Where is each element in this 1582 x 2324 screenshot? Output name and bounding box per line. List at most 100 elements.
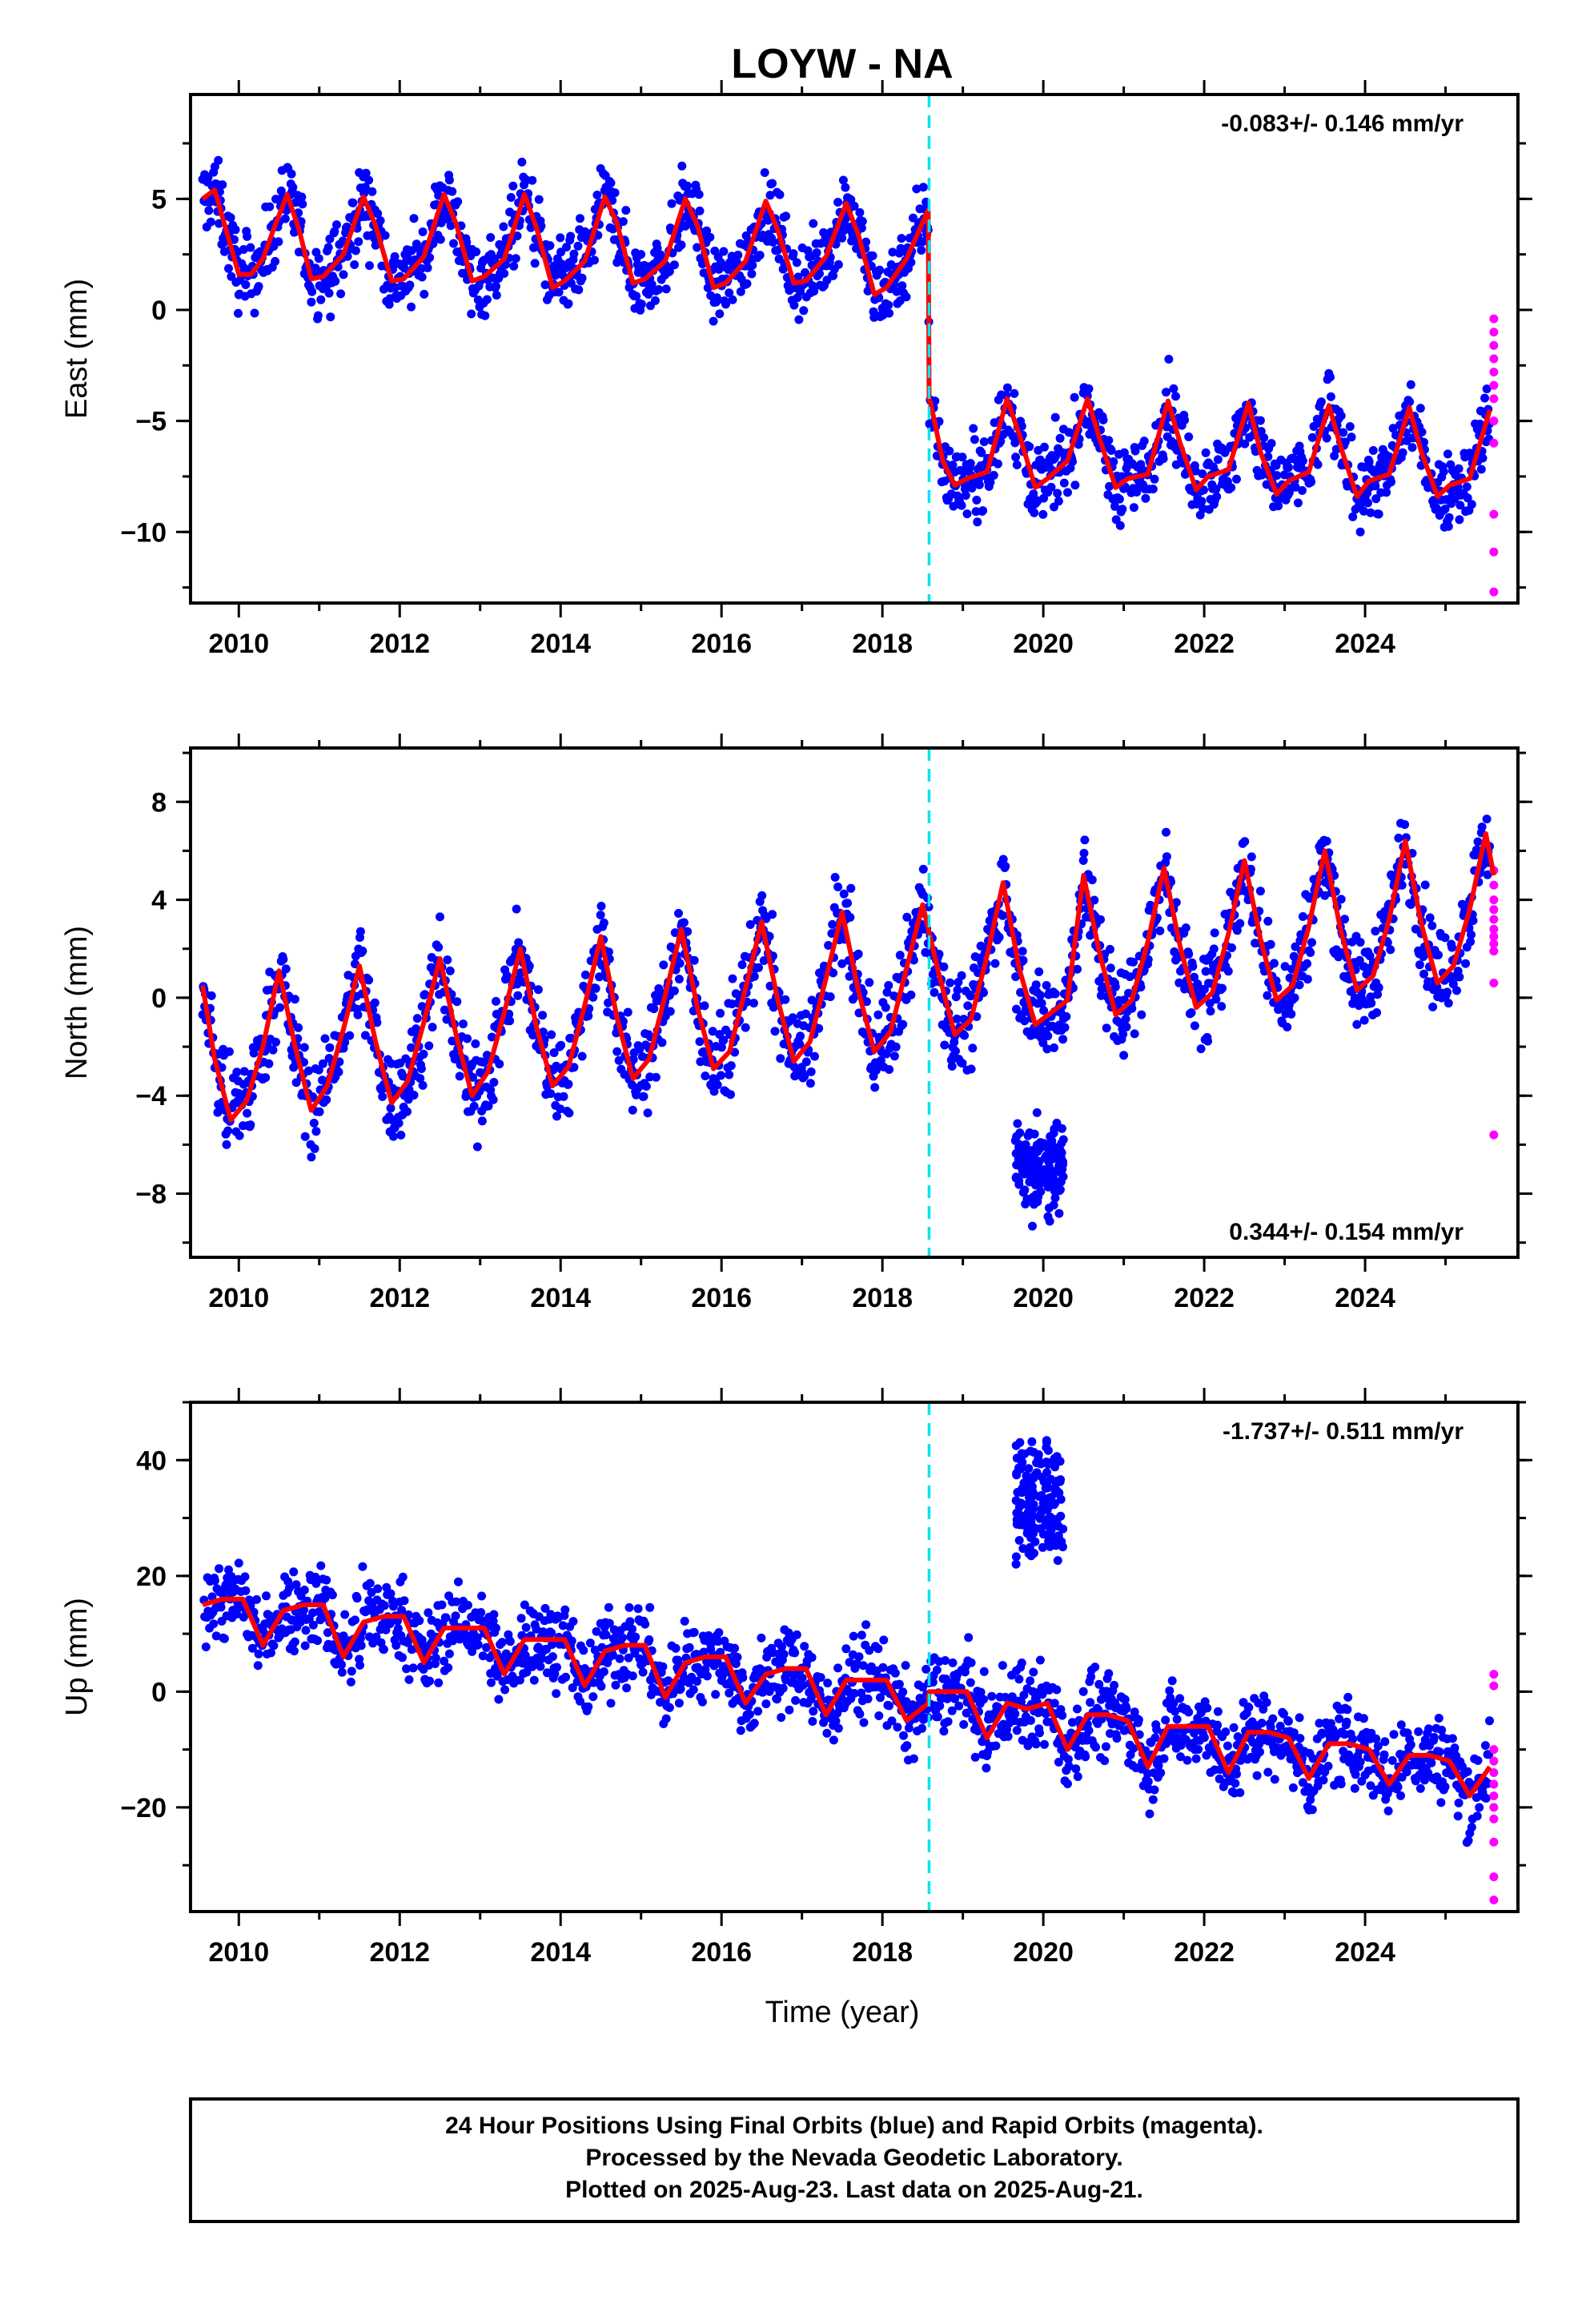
final-point [279,955,288,964]
final-point [1049,1200,1058,1210]
final-point [943,1717,953,1727]
final-point [214,155,223,165]
final-point [345,1031,355,1040]
x-tick-label: 2018 [852,1283,913,1313]
final-point [268,1045,278,1055]
x-tick-label: 2020 [1013,629,1074,659]
final-point [1477,822,1487,832]
final-point [254,1649,263,1659]
final-point [1272,471,1282,480]
final-orbit-points [199,1436,1494,1848]
final-point [564,1080,573,1089]
final-point [715,309,725,319]
final-point [216,1602,226,1612]
final-point [1035,991,1045,1000]
final-point [288,183,298,192]
final-point [861,237,871,247]
final-point [1206,1007,1215,1016]
y-tick-label: 5 [151,184,167,215]
final-point [1121,1014,1130,1023]
final-point [290,1647,299,1656]
panel-3: 2010 2012 2014 2016 2018 2020 2022 2024−2002040… [60,1388,1532,1968]
final-point [489,1078,499,1087]
final-point [870,1083,880,1092]
final-point [261,1073,271,1083]
final-point [1050,412,1060,422]
final-point [1064,1761,1074,1771]
final-point [962,1708,971,1718]
final-point [889,1051,899,1061]
final-point [792,258,801,267]
final-point [1017,1697,1026,1707]
final-point [1010,1709,1020,1719]
final-point [564,1108,574,1118]
final-point [239,245,248,254]
final-point [1171,460,1181,469]
final-point [1201,448,1211,457]
final-point [693,243,702,252]
final-point [935,1701,945,1711]
final-point [769,1003,778,1012]
final-point [659,960,669,970]
final-point [1303,959,1311,968]
final-point [412,1014,422,1023]
final-point [1091,1743,1101,1752]
final-point [313,1636,323,1646]
final-point [1266,939,1275,949]
final-point [459,1019,468,1029]
final-point [443,955,452,965]
final-point [472,1633,482,1642]
final-point [495,1059,504,1069]
final-point [1461,959,1471,968]
final-point [472,247,481,256]
final-point [833,1663,843,1673]
final-point [311,1578,321,1588]
rapid-orbit-points [1489,314,1499,597]
final-point [1274,501,1283,511]
final-point [945,446,954,456]
final-point [1054,497,1063,506]
final-point [863,1694,873,1703]
final-point [954,1701,964,1711]
final-point [508,181,518,191]
final-point [365,1578,375,1588]
final-point [611,1680,620,1690]
final-point [829,968,838,978]
final-point [792,1630,801,1639]
final-point [420,990,430,999]
final-point [434,943,444,952]
final-point [1420,880,1430,890]
final-point [1148,485,1158,494]
final-point [957,971,966,980]
final-point [1209,944,1219,954]
final-point [833,259,843,269]
final-point [548,1652,557,1662]
rapid-point [1489,368,1499,377]
final-point [749,1719,759,1728]
final-point [716,1647,725,1657]
final-point [1444,513,1454,522]
final-point [574,285,584,295]
final-point [318,1059,327,1068]
final-point [947,1706,957,1715]
x-tick-label: 2014 [530,1283,591,1313]
final-point [781,995,790,1004]
final-point [1313,460,1323,469]
final-point [548,1640,556,1649]
final-point [1035,1655,1045,1665]
final-point [1119,1051,1129,1060]
final-point [379,1601,389,1610]
final-point [1431,503,1441,513]
final-point [291,1580,301,1590]
final-point [1291,942,1300,951]
final-point [1046,1139,1056,1148]
final-point [512,904,521,914]
final-point [969,424,978,433]
final-point [665,1703,674,1712]
final-point [1014,1140,1024,1149]
final-point [1106,963,1115,973]
final-point [320,1034,330,1043]
final-point [1406,900,1415,909]
final-point [1405,397,1415,407]
